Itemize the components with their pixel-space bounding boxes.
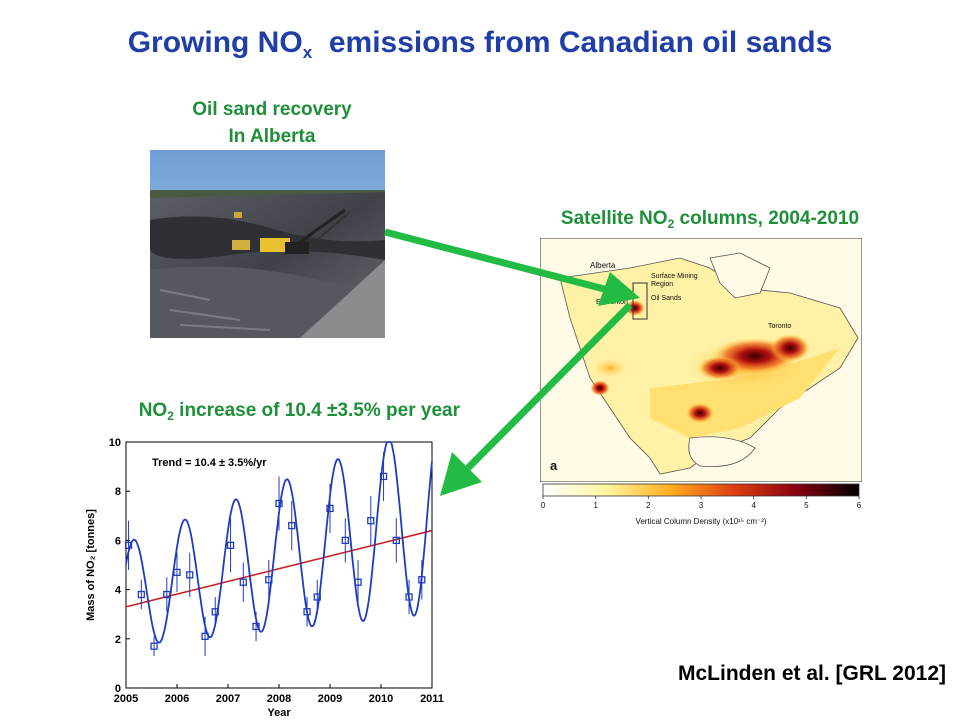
satellite-label-prefix: Satellite NO bbox=[560, 208, 668, 229]
data-point bbox=[226, 541, 235, 549]
map-label-oil-sands: Oil Sands bbox=[651, 295, 682, 302]
photo-caption-line2: In Alberta bbox=[228, 126, 316, 147]
title-subscript: x bbox=[302, 43, 313, 62]
data-point bbox=[341, 536, 349, 545]
colorbar-tick-label: 6 bbox=[857, 501, 862, 510]
data-point bbox=[173, 568, 181, 577]
x-tick-label: 2007 bbox=[216, 693, 240, 705]
x-tick-label: 2010 bbox=[369, 693, 393, 705]
data-point bbox=[326, 504, 334, 513]
photo-caption: Oil sand recovery In Alberta bbox=[150, 96, 394, 150]
data-point bbox=[354, 578, 362, 586]
satellite-label-suffix: columns, 2004-2010 bbox=[674, 208, 860, 229]
colorbar-tick-label: 4 bbox=[751, 501, 756, 510]
slide-title: Growing NOx emissions from Canadian oil … bbox=[0, 26, 960, 63]
data-point bbox=[303, 608, 311, 616]
trend-label-prefix: NO bbox=[138, 400, 168, 421]
no2-mass-chart: 2005 2006 2007 2008 2009 2010 2011 0 2 4 6 8 10 Year M… bbox=[78, 432, 450, 720]
x-tick-label: 2006 bbox=[165, 693, 189, 705]
data-point bbox=[392, 536, 400, 545]
data-point bbox=[124, 541, 133, 549]
data-point bbox=[239, 578, 247, 586]
colorbar-tick-label: 5 bbox=[804, 501, 809, 510]
data-point bbox=[275, 499, 283, 508]
title-main: Growing NO bbox=[127, 26, 303, 59]
colorbar-tick-label: 1 bbox=[593, 501, 598, 510]
data-point bbox=[163, 590, 171, 599]
data-point bbox=[313, 593, 321, 601]
map-label-surface-mining: Surface Mining bbox=[651, 273, 698, 280]
map-label-alberta: Alberta bbox=[590, 261, 616, 270]
data-point bbox=[201, 632, 209, 640]
map-label-region: Region bbox=[651, 281, 673, 288]
trend-label-sub: 2 bbox=[167, 409, 174, 423]
y-tick-label: 2 bbox=[115, 634, 121, 646]
colorbar-tick-label: 3 bbox=[699, 501, 704, 510]
trend-label: NO2 increase of 10.4 ±3.5% per year bbox=[0, 400, 460, 423]
data-point bbox=[252, 622, 260, 631]
map-label-toronto: Toronto bbox=[768, 323, 791, 330]
data-point bbox=[150, 642, 158, 650]
oil-sands-photo bbox=[150, 150, 385, 338]
data-point bbox=[379, 472, 388, 481]
colorbar-label: Vertical Column Density (x10¹⁵ cm⁻²) bbox=[635, 517, 766, 526]
data-point bbox=[211, 608, 219, 616]
satellite-label: Satellite NO2 columns, 2004-2010 bbox=[480, 208, 940, 231]
data-point bbox=[367, 517, 375, 525]
x-tick-label: 2011 bbox=[420, 693, 444, 705]
colorbar-tick-label: 2 bbox=[646, 501, 651, 510]
y-tick-label: 10 bbox=[109, 437, 121, 449]
y-tick-label: 8 bbox=[115, 486, 121, 498]
map-label-edmonton: Edmonton bbox=[596, 299, 628, 306]
x-tick-label: 2009 bbox=[318, 693, 342, 705]
trend-line bbox=[125, 529, 433, 608]
trend-label-suffix: increase of 10.4 ±3.5% per year bbox=[173, 400, 460, 421]
colorbar-tick-label: 0 bbox=[541, 501, 546, 510]
x-axis-label: Year bbox=[267, 707, 291, 719]
photo-caption-line1: Oil sand recovery bbox=[192, 99, 352, 120]
trend-annotation: Trend = 10.4 ± 3.5%/yr bbox=[152, 457, 267, 469]
x-tick-label: 2005 bbox=[114, 693, 138, 705]
x-tick-label: 2008 bbox=[267, 693, 291, 705]
colorbar: 0 1 2 3 4 5 6 Vertical Column Density (x10¹⁵ c… bbox=[540, 480, 862, 530]
title-rest: emissions from Canadian oil sands bbox=[328, 26, 833, 59]
citation: McLinden et al. [GRL 2012] bbox=[677, 662, 946, 685]
map-panel-letter: a bbox=[550, 458, 558, 473]
y-axis-label: Mass of NO₂ [tonnes] bbox=[85, 509, 97, 621]
data-point bbox=[418, 576, 426, 584]
data-point bbox=[137, 590, 145, 599]
y-tick-label: 4 bbox=[115, 585, 122, 597]
satellite-no2-map: Alberta Surface Mining Region Oil Sands … bbox=[539, 237, 863, 483]
data-point bbox=[288, 521, 296, 530]
y-tick-label: 0 bbox=[115, 683, 121, 695]
y-tick-label: 6 bbox=[115, 535, 121, 547]
data-point bbox=[265, 576, 273, 584]
data-point bbox=[405, 593, 413, 601]
satellite-label-sub: 2 bbox=[667, 217, 675, 231]
data-point bbox=[186, 571, 194, 579]
